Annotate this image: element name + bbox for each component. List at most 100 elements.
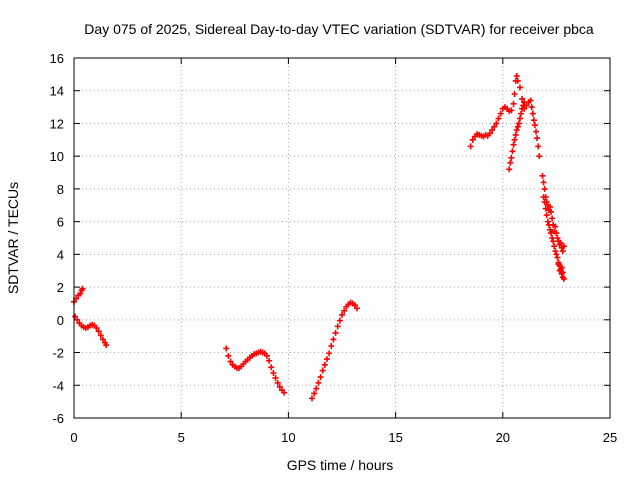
data-point [542, 205, 549, 212]
data-point [508, 107, 515, 114]
data-point [523, 102, 530, 109]
data-point [95, 328, 102, 335]
data-point [308, 395, 315, 402]
data-point [559, 248, 566, 255]
data-point [560, 243, 567, 250]
data-point [528, 104, 535, 111]
data-point [519, 95, 526, 102]
data-point [512, 131, 519, 138]
data-point [541, 199, 548, 205]
data-point [552, 248, 559, 255]
data-point [553, 230, 560, 237]
data-point [321, 361, 328, 368]
data-point [531, 122, 538, 129]
data-point [486, 130, 493, 137]
data-point [319, 367, 326, 374]
data-points [71, 73, 567, 402]
y-tick-label: 6 [57, 215, 64, 230]
data-point [281, 389, 288, 396]
x-tick-label: 25 [603, 430, 617, 445]
grid [74, 58, 610, 418]
data-point [223, 345, 230, 352]
data-point [495, 115, 502, 122]
data-point [103, 342, 110, 349]
data-point [272, 374, 279, 381]
y-tick-label: -6 [52, 411, 64, 426]
data-point [332, 329, 339, 336]
x-tick-label: 10 [281, 430, 295, 445]
data-point [72, 313, 79, 320]
data-point [527, 97, 534, 104]
data-point [276, 383, 283, 390]
data-point [511, 91, 518, 97]
data-point [510, 141, 517, 148]
data-point [323, 356, 330, 363]
data-point [326, 350, 333, 357]
y-tick-label: 2 [57, 280, 64, 295]
data-point [548, 208, 555, 215]
data-point [341, 307, 348, 314]
data-point [354, 305, 361, 312]
data-point [521, 105, 528, 112]
data-point [518, 110, 525, 117]
data-point [467, 143, 474, 150]
data-point [311, 390, 318, 397]
data-point [513, 127, 520, 133]
data-point [489, 127, 496, 133]
chart-title: Day 075 of 2025, Sidereal Day-to-day VTE… [84, 21, 594, 37]
data-point [339, 311, 345, 318]
x-tick-label: 15 [388, 430, 402, 445]
x-tick-label: 5 [178, 430, 185, 445]
y-axis-label: SDTVAR / TECUs [5, 182, 21, 294]
data-point [509, 148, 516, 155]
data-point [552, 223, 559, 230]
data-point [274, 379, 281, 386]
data-point [535, 143, 542, 150]
data-point [351, 302, 358, 309]
data-point [553, 251, 560, 258]
x-tick-label: 0 [70, 430, 77, 445]
data-point [270, 370, 277, 376]
data-point [559, 269, 566, 276]
y-tick-label: 10 [50, 149, 64, 164]
data-point [328, 343, 335, 349]
y-tick-label: 0 [57, 313, 64, 328]
data-point [540, 179, 547, 186]
data-point [555, 261, 562, 268]
data-point [263, 352, 270, 359]
data-point [550, 238, 557, 245]
y-tick-label: 8 [57, 182, 64, 197]
data-point [554, 235, 561, 241]
data-point [508, 154, 515, 161]
data-point [507, 159, 514, 166]
x-tick-label: 20 [496, 430, 510, 445]
data-point [549, 215, 556, 222]
data-point [268, 364, 275, 371]
y-tick-label: 16 [50, 51, 64, 66]
data-point [334, 323, 341, 330]
data-point [514, 77, 521, 84]
data-point [557, 239, 564, 246]
data-point [97, 332, 104, 339]
data-point [558, 264, 565, 271]
data-point [540, 194, 547, 201]
x-axis-label: GPS time / hours [287, 457, 394, 473]
data-point [227, 358, 234, 365]
data-point [266, 357, 273, 364]
y-tick-label: -2 [52, 346, 64, 361]
data-point [546, 226, 553, 233]
data-point [516, 84, 523, 91]
data-point [554, 254, 561, 261]
data-point [551, 243, 558, 250]
data-point [545, 221, 552, 228]
data-point [534, 135, 541, 142]
data-point [313, 385, 320, 392]
y-axis-ticks: -6 -4 -2 0 2 4 6 8 10 12 14 16 [50, 51, 610, 426]
data-point [546, 203, 553, 210]
y-tick-label: 4 [57, 247, 64, 262]
data-point [541, 185, 548, 192]
data-point [511, 136, 518, 143]
data-point [77, 290, 84, 297]
data-point [543, 212, 550, 219]
